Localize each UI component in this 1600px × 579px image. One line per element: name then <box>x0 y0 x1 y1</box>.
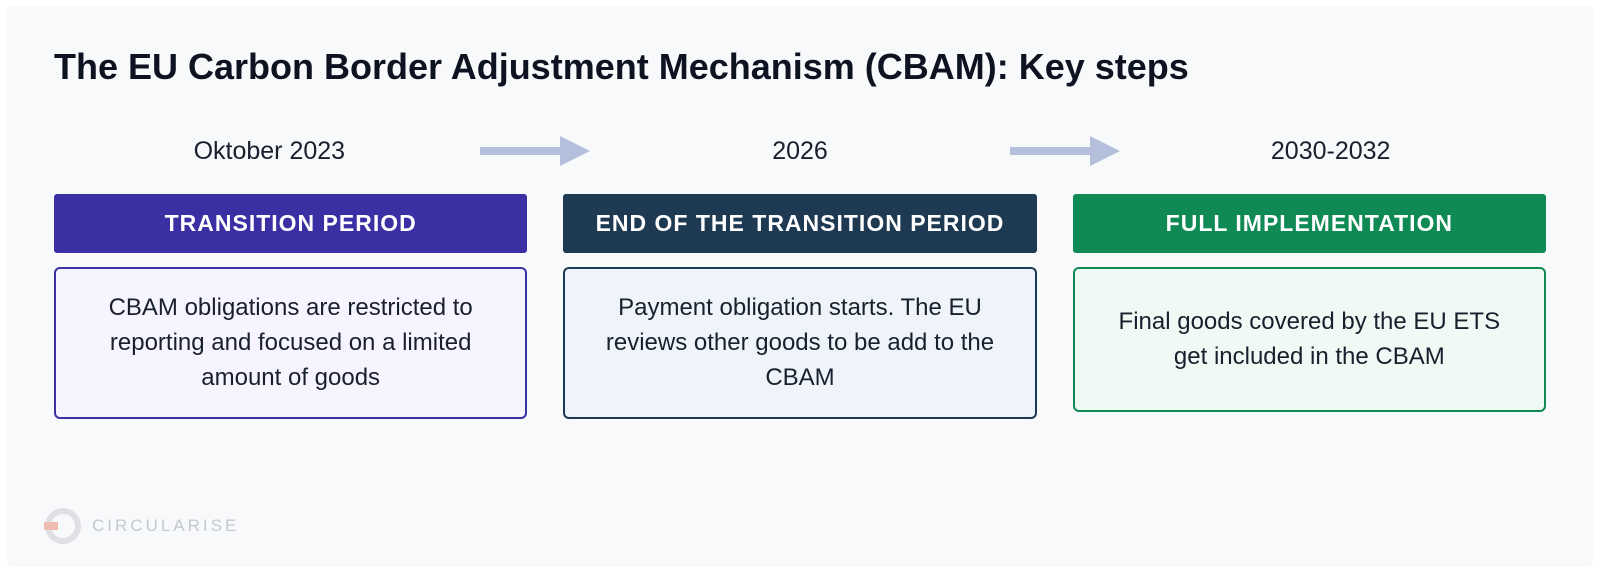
arrow-2 <box>1005 136 1125 166</box>
step-body: Payment obligation starts. The EU review… <box>563 267 1036 419</box>
step-transition-period: TRANSITION PERIOD CBAM obligations are r… <box>54 194 527 419</box>
arrow-right-icon <box>480 136 590 166</box>
infographic-container: The EU Carbon Border Adjustment Mechanis… <box>6 6 1594 567</box>
footer-branding: CIRCULARISE <box>44 507 239 545</box>
step-body: CBAM obligations are restricted to repor… <box>54 267 527 419</box>
step-header: END OF THE TRANSITION PERIOD <box>563 194 1036 253</box>
date-label-2: 2026 <box>595 137 1006 166</box>
step-full-implementation: FULL IMPLEMENTATION Final goods covered … <box>1073 194 1546 419</box>
date-label-1: Oktober 2023 <box>64 137 475 166</box>
step-header: TRANSITION PERIOD <box>54 194 527 253</box>
step-header: FULL IMPLEMENTATION <box>1073 194 1546 253</box>
arrow-right-icon <box>1010 136 1120 166</box>
arrow-1 <box>475 136 595 166</box>
date-label-3: 2030-2032 <box>1125 137 1536 166</box>
step-body: Final goods covered by the EU ETS get in… <box>1073 267 1546 412</box>
step-end-transition: END OF THE TRANSITION PERIOD Payment obl… <box>563 194 1036 419</box>
circularise-logo-icon <box>44 507 82 545</box>
footer-text: CIRCULARISE <box>92 516 239 536</box>
timeline-dates-row: Oktober 2023 2026 2030-2032 <box>54 136 1546 166</box>
steps-row: TRANSITION PERIOD CBAM obligations are r… <box>54 194 1546 419</box>
page-title: The EU Carbon Border Adjustment Mechanis… <box>54 46 1546 88</box>
